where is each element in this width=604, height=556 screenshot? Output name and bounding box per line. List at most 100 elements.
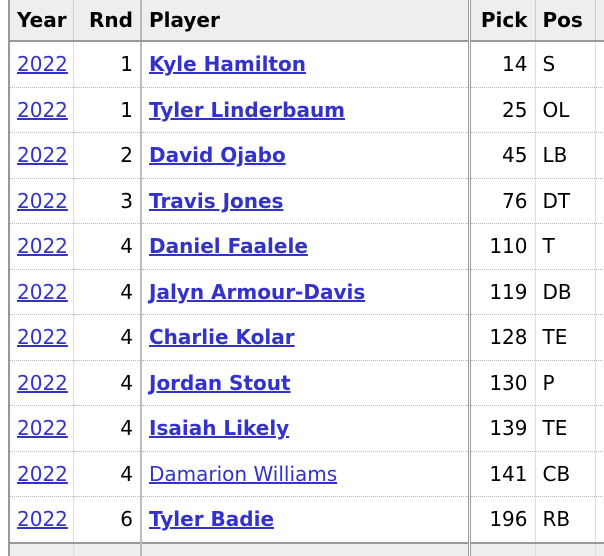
year-link[interactable]: 2022 [17,234,68,259]
year-cell: 2022 [8,132,73,179]
position-cell: TE [534,314,595,361]
table-row: 2022 4 Jalyn Armour-Davis 119 DB [8,269,604,315]
position-cell: RB [534,496,595,543]
extra-cell [594,314,604,361]
player-cell: Tyler Badie [140,496,469,543]
position-cell: T [534,223,595,270]
extra-cell [594,87,604,133]
table-row: 2022 3 Travis Jones 76 DT [8,178,604,224]
empty-cell [8,541,73,556]
table-row: 2022 4 Damarion Williams 141 CB [8,451,604,497]
pick-cell: 119 [467,269,535,315]
player-link[interactable]: Damarion Williams [149,461,338,486]
extra-cell [594,451,604,497]
round-cell: 3 [72,178,141,224]
round-cell: 4 [72,269,141,315]
player-link[interactable]: Daniel Faalele [149,234,308,259]
pick-cell: 14 [467,41,535,88]
extra-cell [594,178,604,224]
header-cell[interactable]: Year [8,0,73,42]
round-cell: 4 [72,405,141,452]
header-cell [594,0,604,42]
position-cell: S [534,41,595,88]
pick-cell: 128 [467,314,535,361]
table-row: 2022 4 Daniel Faalele 110 T [8,223,604,270]
player-link[interactable]: David Ojabo [149,143,286,168]
year-cell: 2022 [8,87,73,133]
player-cell: Kyle Hamilton [140,41,469,88]
position-cell: DB [534,269,595,315]
player-link[interactable]: Tyler Linderbaum [149,97,346,122]
position-cell: LB [534,132,595,179]
player-cell: Charlie Kolar [140,314,469,361]
year-cell: 2022 [8,451,73,497]
year-cell: 2022 [8,405,73,452]
player-cell: Damarion Williams [140,451,469,497]
position-cell: P [534,360,595,406]
header-row: Year Rnd Player Pick Pos [8,0,604,42]
year-link[interactable]: 2022 [17,370,68,395]
year-cell: 2022 [8,41,73,88]
round-cell: 2 [72,132,141,179]
position-cell: CB [534,451,595,497]
pick-cell: 25 [467,87,535,133]
player-link[interactable]: Isaiah Likely [149,416,290,441]
empty-cell [467,541,535,556]
empty-cell [140,541,469,556]
extra-cell [594,269,604,315]
table-row: 2022 4 Isaiah Likely 139 TE [8,405,604,452]
extra-cell [594,496,604,543]
year-cell: 2022 [8,223,73,270]
player-cell: Isaiah Likely [140,405,469,452]
pick-cell: 110 [467,223,535,270]
year-link[interactable]: 2022 [17,416,68,441]
round-cell: 1 [72,87,141,133]
year-link[interactable]: 2022 [17,188,68,213]
year-cell: 2022 [8,496,73,543]
player-link[interactable]: Jalyn Armour-Davis [149,279,366,304]
extra-cell [594,223,604,270]
position-cell: TE [534,405,595,452]
round-cell: 4 [72,223,141,270]
header-cell[interactable]: Player [140,0,469,42]
player-link[interactable]: Jordan Stout [149,370,291,395]
table-row: 2022 1 Kyle Hamilton 14 S [8,41,604,88]
year-link[interactable]: 2022 [17,143,68,168]
pick-cell: 45 [467,132,535,179]
year-link[interactable]: 2022 [17,97,68,122]
header-cell[interactable]: Rnd [72,0,141,42]
player-cell: Jordan Stout [140,360,469,406]
player-link[interactable]: Kyle Hamilton [149,52,306,77]
table-row: 2022 4 Jordan Stout 130 P [8,360,604,406]
table-body: 2022 1 Kyle Hamilton 14 S 2022 1 Tyler Linderba… [8,41,604,556]
table-row [8,541,604,556]
player-cell: Travis Jones [140,178,469,224]
header-cell[interactable]: Pos [534,0,595,42]
round-cell: 6 [72,496,141,543]
year-link[interactable]: 2022 [17,52,68,77]
empty-cell [534,541,595,556]
round-cell: 4 [72,360,141,406]
year-cell: 2022 [8,178,73,224]
pick-cell: 141 [467,451,535,497]
player-link[interactable]: Charlie Kolar [149,325,295,350]
round-cell: 4 [72,314,141,361]
year-link[interactable]: 2022 [17,461,68,486]
pick-cell: 139 [467,405,535,452]
year-link[interactable]: 2022 [17,279,68,304]
empty-cell [594,541,604,556]
player-cell: Tyler Linderbaum [140,87,469,133]
player-link[interactable]: Travis Jones [149,188,284,213]
player-link[interactable]: Tyler Badie [149,507,275,532]
year-cell: 2022 [8,360,73,406]
year-link[interactable]: 2022 [17,507,68,532]
player-cell: Daniel Faalele [140,223,469,270]
position-cell: DT [534,178,595,224]
extra-cell [594,41,604,88]
pick-cell: 76 [467,178,535,224]
header-cell[interactable]: Pick [467,0,535,42]
year-cell: 2022 [8,314,73,361]
year-link[interactable]: 2022 [17,325,68,350]
pick-cell: 130 [467,360,535,406]
player-cell: David Ojabo [140,132,469,179]
